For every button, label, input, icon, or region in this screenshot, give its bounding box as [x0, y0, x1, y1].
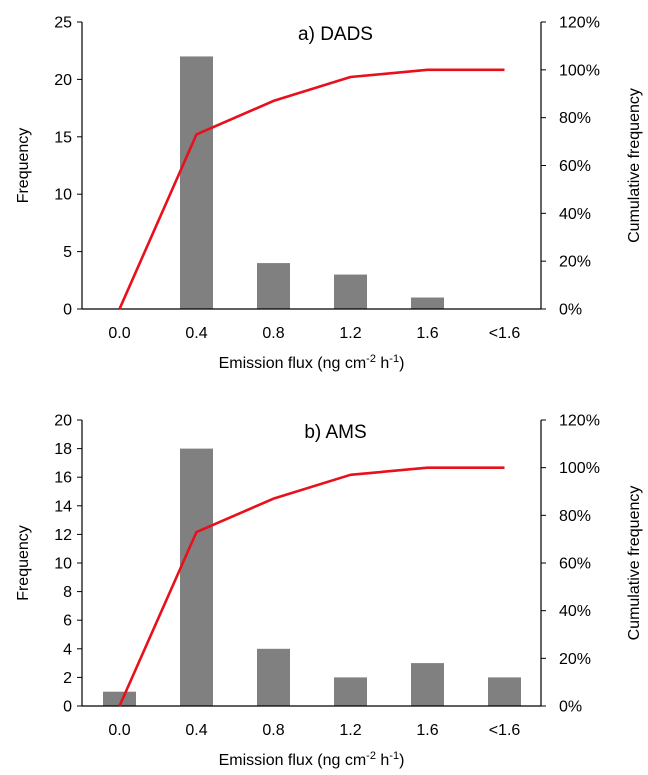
ytick-label-left: 12 — [54, 527, 72, 544]
chart-panel-a: 0 5 10 15 20 25 0% 20% 40% 60% 80% 100% 120% 0.0 0.4 0.… — [15, 15, 643, 373]
x-axis-title-superscript: -2 — [366, 750, 376, 762]
ytick-label-left: 20 — [54, 72, 72, 89]
xtick-label: 1.2 — [339, 325, 361, 342]
x-axis-title-part: h — [376, 355, 389, 372]
x-axis-title-superscript: -1 — [389, 353, 399, 365]
y-axis-title-right: Cumulative frequency — [626, 88, 643, 243]
ytick-label-right: 40% — [559, 603, 591, 620]
ytick-label-right: 120% — [559, 15, 600, 32]
ytick-label-right: 40% — [559, 206, 591, 223]
ytick-label-left: 6 — [63, 613, 72, 630]
ytick-label-right: 120% — [559, 413, 600, 430]
ytick-label-left: 25 — [54, 15, 72, 32]
bar-08-a — [257, 263, 290, 309]
ytick-label-left: 10 — [54, 187, 72, 204]
ytick-label-right: 60% — [559, 158, 591, 175]
xtick-label: 0.0 — [108, 722, 130, 739]
ytick-label-left: 0 — [63, 302, 72, 319]
chart-title-a: a) DADS — [298, 24, 373, 45]
ytick-label-left: 0 — [63, 699, 72, 716]
bar-04-a — [180, 56, 213, 309]
xtick-label: 0.0 — [108, 325, 130, 342]
xtick-label: 0.8 — [262, 325, 284, 342]
ytick-label-left: 20 — [54, 413, 72, 430]
bar-12-a — [334, 274, 367, 309]
ytick-label-left: 4 — [63, 641, 72, 658]
y-axis-title-left: Frequency — [15, 128, 32, 204]
x-axis-title-part: ) — [399, 752, 404, 769]
x-axis-title-part: Emission flux (ng cm — [219, 752, 367, 769]
ytick-label-right: 0% — [559, 302, 582, 319]
ytick-label-left: 8 — [63, 584, 72, 601]
xtick-label: 1.6 — [416, 722, 438, 739]
ytick-label-right: 80% — [559, 508, 591, 525]
bar-16-b — [411, 663, 444, 706]
cumulative-frequency-line-b — [118, 466, 505, 707]
bar-08-b — [257, 648, 290, 706]
ytick-label-right: 80% — [559, 110, 591, 127]
ytick-label-left: 16 — [54, 470, 72, 487]
ytick-label-left: 2 — [63, 670, 72, 687]
ytick-label-right: 20% — [559, 651, 591, 668]
bar-16-b — [488, 677, 521, 706]
xtick-label: 0.4 — [185, 325, 207, 342]
ytick-label-right: 100% — [559, 62, 600, 79]
x-axis-title-part: Emission flux (ng cm — [219, 355, 367, 372]
ytick-label-left: 18 — [54, 441, 72, 458]
ytick-label-right: 100% — [559, 460, 600, 477]
xtick-label: 1.2 — [339, 722, 361, 739]
bar-00-b — [103, 691, 136, 706]
xtick-label: 0.8 — [262, 722, 284, 739]
xtick-label: <1.6 — [489, 722, 521, 739]
x-axis-title: Emission flux (ng cm-2 h-1) — [219, 353, 405, 372]
xtick-label: 0.4 — [185, 722, 207, 739]
x-axis-title-part: ) — [399, 355, 404, 372]
xtick-label: 1.6 — [416, 325, 438, 342]
ytick-label-left: 5 — [63, 244, 72, 261]
ytick-label-right: 0% — [559, 699, 582, 716]
cumulative-frequency-line-a — [118, 68, 505, 310]
ytick-label-left: 15 — [54, 129, 72, 146]
x-axis-title-part: h — [376, 752, 389, 769]
bar-16-a — [411, 297, 444, 309]
ytick-label-right: 60% — [559, 556, 591, 573]
x-axis-title-superscript: -2 — [366, 353, 376, 365]
chart-panel-b: 0 2 4 6 8 10 12 14 16 18 20 0% 20% 40% 60% 80% 100% 120% 0… — [15, 413, 643, 770]
chart-title-b: b) AMS — [304, 422, 366, 443]
y-axis-title-left: Frequency — [15, 525, 32, 601]
x-axis-title-superscript: -1 — [389, 750, 399, 762]
bar-04-b — [180, 448, 213, 706]
ytick-label-left: 14 — [54, 498, 72, 515]
xtick-label: <1.6 — [489, 325, 521, 342]
x-axis-title: Emission flux (ng cm-2 h-1) — [219, 750, 405, 769]
y-axis-title-right: Cumulative frequency — [626, 486, 643, 641]
ytick-label-right: 20% — [559, 254, 591, 271]
bar-12-b — [334, 677, 367, 706]
ytick-label-left: 10 — [54, 556, 72, 573]
